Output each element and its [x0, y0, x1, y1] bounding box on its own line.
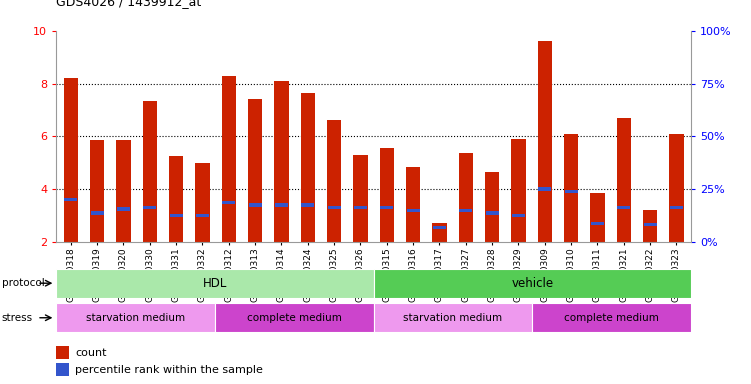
Bar — [117, 207, 130, 211]
Bar — [196, 214, 209, 217]
Bar — [538, 187, 551, 191]
Bar — [374, 303, 532, 332]
Bar — [380, 206, 394, 209]
Bar — [354, 206, 367, 209]
Bar — [433, 223, 447, 242]
Bar — [433, 226, 446, 229]
Bar — [116, 140, 131, 242]
Bar — [460, 209, 472, 212]
Bar — [222, 200, 235, 204]
Text: starvation medium: starvation medium — [86, 313, 185, 323]
Bar — [327, 121, 342, 242]
Bar — [406, 167, 421, 242]
Bar — [90, 140, 104, 242]
Bar — [564, 134, 578, 242]
Bar — [170, 214, 182, 217]
Bar — [275, 203, 288, 207]
Bar — [643, 210, 657, 242]
Text: protocol: protocol — [2, 278, 44, 288]
Bar — [64, 78, 78, 242]
Bar — [485, 172, 499, 242]
Bar — [91, 211, 104, 215]
Bar — [565, 190, 578, 194]
Bar — [65, 198, 77, 201]
Bar — [143, 101, 157, 242]
Bar — [532, 303, 691, 332]
Bar — [590, 193, 605, 242]
Bar — [327, 206, 341, 209]
Bar — [300, 93, 315, 242]
Bar — [249, 203, 261, 207]
Text: stress: stress — [2, 313, 32, 323]
Bar — [215, 303, 374, 332]
Text: percentile rank within the sample: percentile rank within the sample — [75, 365, 264, 375]
Bar — [248, 99, 262, 242]
Bar — [538, 41, 552, 242]
Bar — [56, 346, 69, 359]
Bar — [169, 156, 183, 242]
Bar — [669, 134, 683, 242]
Bar — [511, 139, 526, 242]
Bar — [512, 214, 525, 217]
Bar — [591, 222, 604, 225]
Bar — [486, 211, 499, 215]
Bar — [374, 269, 691, 298]
Text: complete medium: complete medium — [564, 313, 659, 323]
Bar — [617, 206, 630, 209]
Bar — [195, 163, 210, 242]
Bar — [670, 206, 683, 209]
Text: GDS4026 / 1439912_at: GDS4026 / 1439912_at — [56, 0, 201, 8]
Text: count: count — [75, 348, 107, 358]
Text: vehicle: vehicle — [511, 277, 553, 290]
Bar — [617, 118, 631, 242]
Bar — [406, 209, 420, 212]
Bar — [56, 303, 215, 332]
Bar — [459, 154, 473, 242]
Bar — [222, 76, 236, 242]
Bar — [353, 155, 368, 242]
Bar — [274, 81, 288, 242]
Bar — [379, 148, 394, 242]
Bar — [56, 269, 374, 298]
Bar — [143, 206, 156, 209]
Bar — [301, 203, 315, 207]
Bar — [644, 223, 656, 227]
Bar — [56, 363, 69, 376]
Text: HDL: HDL — [203, 277, 227, 290]
Text: starvation medium: starvation medium — [403, 313, 502, 323]
Text: complete medium: complete medium — [247, 313, 342, 323]
